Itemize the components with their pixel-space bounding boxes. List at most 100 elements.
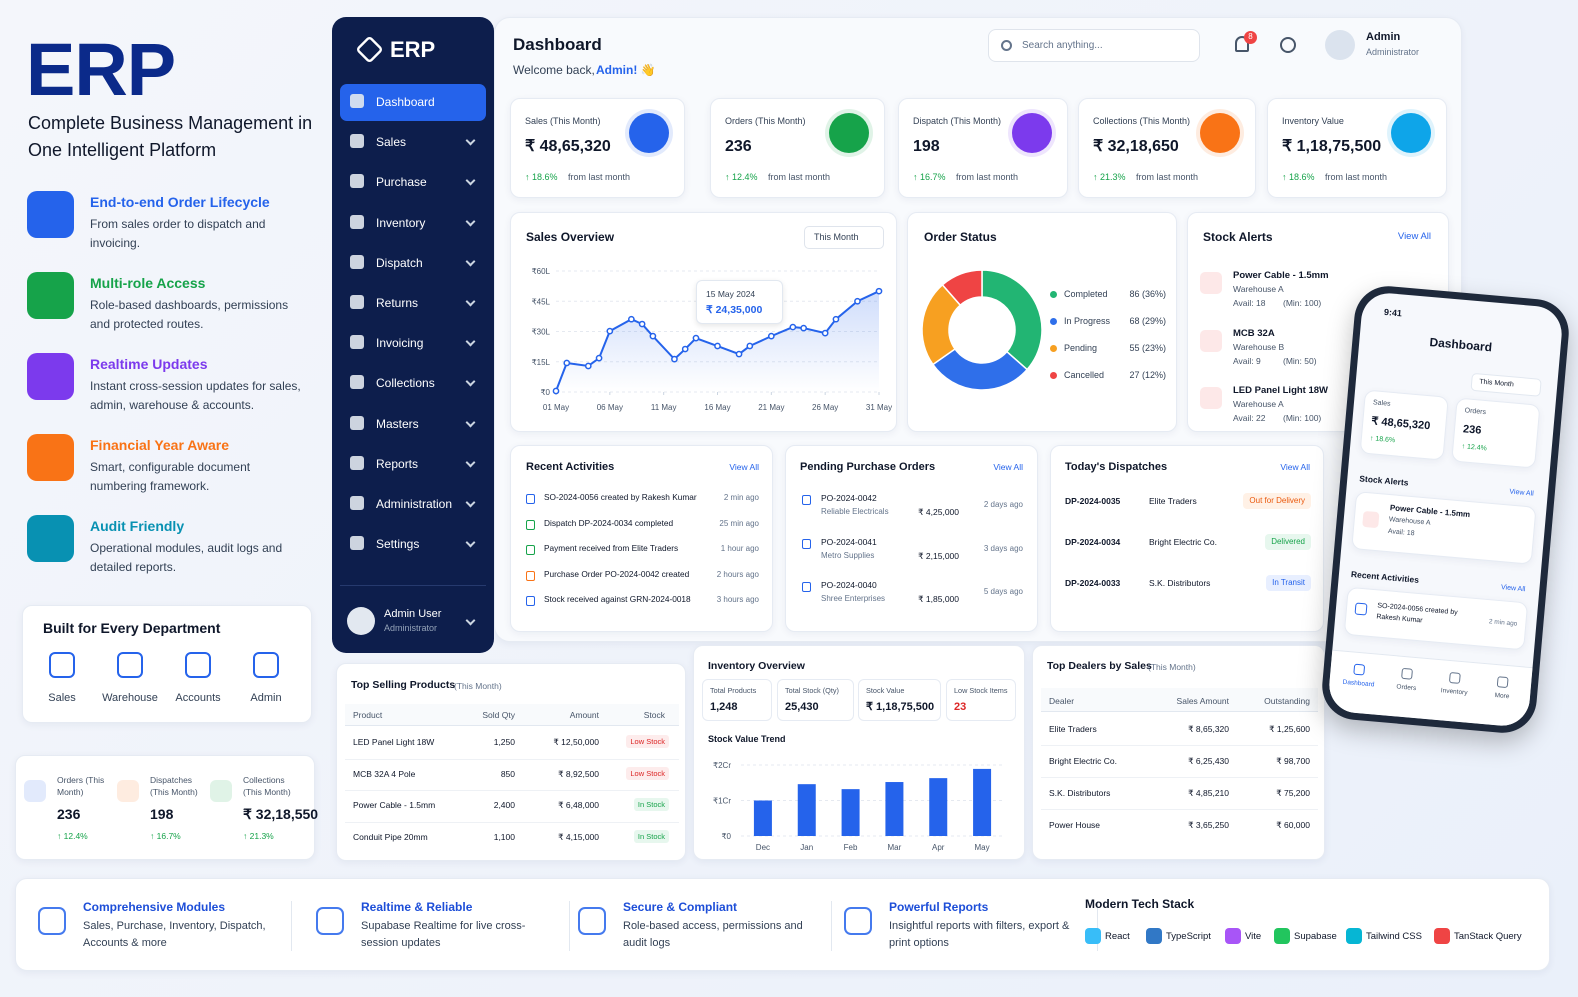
footer-divider <box>291 901 292 951</box>
legend-value: 55 (23%) <box>1129 343 1166 353</box>
kpi-note: from last month <box>1325 172 1388 182</box>
trend-title: Stock Value Trend <box>708 734 786 744</box>
x-tick-label: Apr <box>932 843 945 852</box>
po-icon <box>802 538 811 549</box>
period-dropdown[interactable]: This Month <box>804 226 884 249</box>
menu-item: Dashboard <box>376 95 435 109</box>
chevron <box>465 497 476 508</box>
nav-icon <box>1448 671 1461 684</box>
kpi-note: from last month <box>1136 172 1199 182</box>
activity-text: Dispatch DP-2024-0034 completed <box>544 517 674 528</box>
point <box>552 387 560 395</box>
po-time: 2 days ago <box>983 500 1023 509</box>
menu-icon <box>350 214 364 229</box>
page-title: Dashboard <box>513 35 602 54</box>
phone-time: 9:41 <box>1383 306 1403 319</box>
notification-count: 8 <box>1248 32 1253 41</box>
menu-item: Dispatch <box>376 255 423 270</box>
chevron <box>465 135 476 146</box>
activity-text: SO-2024-0056 created by Rakesh Kumar <box>1376 602 1458 625</box>
cell: ₹ 4,15,000 <box>558 831 599 842</box>
view-all[interactable]: View All <box>1397 231 1431 242</box>
cell: ₹ 6,48,000 <box>558 800 599 810</box>
x-tick-label: 11 May <box>651 403 677 412</box>
column-header: Sales Amount <box>1176 696 1229 706</box>
legend-label: Pending <box>1064 343 1098 353</box>
cell: ₹ 8,65,320 <box>1188 724 1229 734</box>
dispatch-id: DP-2024-0035 <box>1065 496 1121 506</box>
tech-title: Modern Tech Stack <box>1085 897 1195 911</box>
inventory-stat: Stock Value ₹ 1,18,75,500 <box>858 679 941 721</box>
y-tick-label: ₹0 <box>540 388 550 397</box>
dispatch-dealer: S.K. Distributors <box>1149 578 1211 588</box>
kpi-note: from last month <box>768 172 831 182</box>
po-icon <box>802 582 811 592</box>
kpi-icon <box>829 113 869 153</box>
inventory-stat: Total Stock (Qty) 25,430 <box>777 679 854 721</box>
point <box>789 323 797 331</box>
footer-title: Realtime & Reliable <box>361 900 473 914</box>
welcome-name: Admin! 👋 <box>596 63 656 77</box>
legend-label: Cancelled <box>1064 370 1105 380</box>
view-all[interactable]: View All <box>729 462 759 472</box>
bar <box>885 782 904 836</box>
activity-time: 3 hours ago <box>716 595 759 604</box>
search-box: Search anything... <box>988 29 1200 62</box>
line-chart: ₹0 ₹15L ₹30L ₹45L ₹60L 01 May 06 May 11 May 16 M… <box>532 267 893 412</box>
feature-icon <box>27 434 74 481</box>
view-all: View All <box>1500 584 1526 594</box>
phone-kpi-label: Orders <box>1464 407 1487 417</box>
tooltip-date: 15 May 2024 <box>706 289 756 299</box>
tech-logo <box>1346 928 1362 944</box>
point <box>595 354 603 362</box>
y-tick-label: ₹15L <box>532 358 551 367</box>
legend-value: 86 (36%) <box>1129 289 1166 299</box>
view-all[interactable]: View All <box>993 462 1023 472</box>
user-avatar <box>347 607 375 635</box>
bar <box>929 778 948 836</box>
search-icon <box>1001 40 1012 51</box>
warning-icon <box>1200 387 1222 409</box>
nav-icon <box>1401 667 1413 680</box>
x-tick-label: 06 May <box>597 403 623 412</box>
top-products-card: Top Selling Products (This Month) Product S… <box>336 663 686 861</box>
footer: Comprehensive Modules Sales, Purchase, In… <box>15 878 1550 971</box>
dispatch-status: Delivered <box>1265 534 1311 550</box>
kpi-label: Collections (This Month) <box>1093 116 1191 126</box>
chevron <box>465 336 476 347</box>
stat-label: Total Stock (Qty) <box>785 686 839 695</box>
tech-logo <box>1225 928 1241 944</box>
cell: 850 <box>500 768 515 779</box>
dispatch-status: Out for Delivery <box>1243 493 1311 509</box>
department-label: Warehouse <box>102 692 158 704</box>
menu-item: Invoicing <box>376 336 424 351</box>
header-user-role: Administrator <box>1366 47 1420 57</box>
footer-divider <box>1097 901 1098 951</box>
legend-label: Completed <box>1064 289 1108 299</box>
phone-period-label: This Month <box>1478 378 1515 389</box>
kpi-card: Dispatch (This Month) 198 16.7% from last m… <box>898 98 1068 198</box>
view-all[interactable]: View All <box>1280 462 1310 472</box>
activity-text: Purchase Order PO-2024-0042 created <box>544 568 690 579</box>
dispatch-id: DP-2024-0034 <box>1065 537 1121 547</box>
dispatch-dealer: Elite Traders <box>1149 496 1197 506</box>
row-divider <box>1041 745 1318 746</box>
activity-time: 2 min ago <box>723 493 759 502</box>
kpi-label: Orders (This Month) <box>725 116 806 126</box>
row-divider <box>345 758 679 760</box>
po-vendor: Reliable Electricals <box>821 507 889 516</box>
po-time: 3 days ago <box>983 543 1023 553</box>
footer-icon <box>578 907 606 935</box>
feature-title: Multi-role Access <box>90 275 206 291</box>
phone-section-title: Stock Alerts <box>1358 473 1409 488</box>
alert-warehouse: Warehouse A <box>1233 284 1284 294</box>
feature-icon <box>27 515 74 562</box>
dispatches-card: Today's Dispatches View All DP-2024-0035 El… <box>1050 445 1324 632</box>
menu-item: Settings <box>376 537 420 552</box>
footer-title: Secure & Compliant <box>623 900 738 914</box>
cell: Power House <box>1049 820 1101 830</box>
feature-icon <box>27 191 74 238</box>
stock-status: In Stock <box>633 798 669 811</box>
alert-avail: Avail: 18 <box>1233 298 1266 308</box>
